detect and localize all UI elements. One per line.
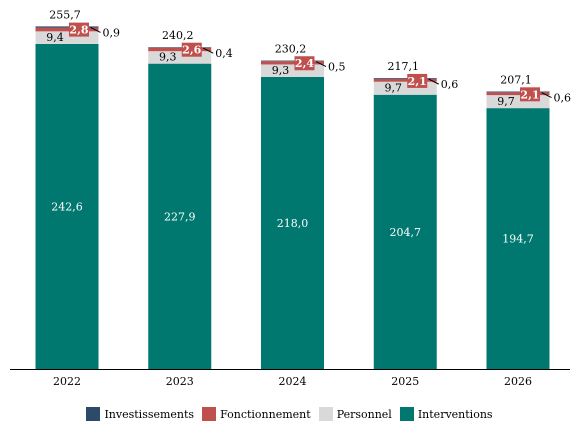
label-fonctionnement-2023: 2,6 xyxy=(182,44,201,57)
label-investissements-2022: 0,9 xyxy=(103,26,121,39)
legend-item-interventions[interactable]: Interventions xyxy=(399,407,493,421)
legend-swatch-fonctionnement xyxy=(202,407,217,421)
label-box-fonctionnement-2022 xyxy=(69,22,89,37)
bar-investissements-2023 xyxy=(148,47,212,48)
bar-fonctionnement-2023 xyxy=(148,47,212,52)
legend-label-fonctionnement: Fonctionnement xyxy=(220,407,311,421)
label-total-2025: 217,1 xyxy=(388,60,420,73)
legend-swatch-personnel xyxy=(318,407,333,421)
label-personnel-2026: 9,7 xyxy=(497,95,515,108)
label-interventions-2023: 227,9 xyxy=(164,210,196,223)
legend-label-interventions: Interventions xyxy=(417,407,493,421)
label-interventions-2024: 218,0 xyxy=(277,217,309,230)
label-fonctionnement-2022: 2,8 xyxy=(69,24,88,37)
legend-label-personnel: Personnel xyxy=(336,407,392,421)
bar-investissements-2024 xyxy=(261,60,324,62)
label-total-2022: 255,7 xyxy=(49,8,81,21)
bar-interventions-2026 xyxy=(486,108,550,370)
label-total-2023: 240,2 xyxy=(162,29,194,42)
leader-investissements-2022 xyxy=(90,26,101,33)
bar-personnel-2023 xyxy=(148,51,212,64)
bar-investissements-2022 xyxy=(35,26,99,28)
label-personnel-2024: 9,3 xyxy=(272,64,290,77)
label-personnel-2022: 9,4 xyxy=(46,31,64,44)
legend-item-investissements[interactable]: Investissements xyxy=(86,407,194,421)
legend: Investissements Fonctionnement Personnel… xyxy=(0,407,579,421)
label-interventions-2025: 204,7 xyxy=(390,226,422,239)
leader-investissements-2024 xyxy=(315,61,327,68)
label-investissements-2024: 0,5 xyxy=(328,61,346,74)
bar-interventions-2022 xyxy=(35,43,99,369)
bar-interventions-2024 xyxy=(261,76,324,369)
x-tick-2024: 2024 xyxy=(279,375,307,388)
legend-item-fonctionnement[interactable]: Fonctionnement xyxy=(202,407,311,421)
leader-investissements-2026 xyxy=(541,92,552,98)
bar-fonctionnement-2024 xyxy=(261,61,324,65)
label-fonctionnement-2025: 2,1 xyxy=(408,75,427,88)
label-box-fonctionnement-2025 xyxy=(407,73,428,88)
label-personnel-2023: 9,3 xyxy=(159,51,177,64)
label-total-2026: 207,1 xyxy=(500,74,532,87)
label-investissements-2025: 0,6 xyxy=(441,78,459,91)
label-investissements-2026: 0,6 xyxy=(554,92,572,105)
bar-interventions-2023 xyxy=(148,63,212,370)
bar-interventions-2025 xyxy=(373,94,437,370)
bar-personnel-2024 xyxy=(261,64,324,77)
leader-investissements-2023 xyxy=(203,47,214,54)
label-interventions-2022: 242,6 xyxy=(51,200,83,213)
label-fonctionnement-2024: 2,4 xyxy=(295,57,314,70)
legend-label-investissements: Investissements xyxy=(104,407,195,421)
label-investissements-2023: 0,4 xyxy=(215,47,233,60)
label-box-fonctionnement-2023 xyxy=(181,42,202,57)
legend-item-personnel[interactable]: Personnel xyxy=(318,407,392,421)
bar-fonctionnement-2025 xyxy=(373,78,437,82)
x-tick-2025: 2025 xyxy=(391,375,419,388)
bar-fonctionnement-2022 xyxy=(35,27,99,32)
x-tick-2026: 2026 xyxy=(504,375,532,388)
leader-investissements-2025 xyxy=(428,78,439,85)
label-box-fonctionnement-2024 xyxy=(294,56,315,71)
bar-investissements-2026 xyxy=(486,91,550,93)
label-interventions-2026: 194,7 xyxy=(502,233,534,246)
bar-personnel-2025 xyxy=(373,81,437,95)
legend-swatch-interventions xyxy=(399,407,414,421)
bar-personnel-2026 xyxy=(486,95,550,109)
label-box-fonctionnement-2026 xyxy=(520,87,540,102)
bar-personnel-2022 xyxy=(35,31,99,44)
x-tick-2022: 2022 xyxy=(53,375,81,388)
label-personnel-2025: 9,7 xyxy=(385,82,403,95)
x-tick-2023: 2023 xyxy=(166,375,194,388)
bar-fonctionnement-2026 xyxy=(486,92,550,96)
legend-swatch-investissements xyxy=(86,407,101,421)
label-fonctionnement-2026: 2,1 xyxy=(520,88,539,101)
bar-investissements-2025 xyxy=(373,78,437,79)
label-total-2024: 230,2 xyxy=(275,43,307,56)
